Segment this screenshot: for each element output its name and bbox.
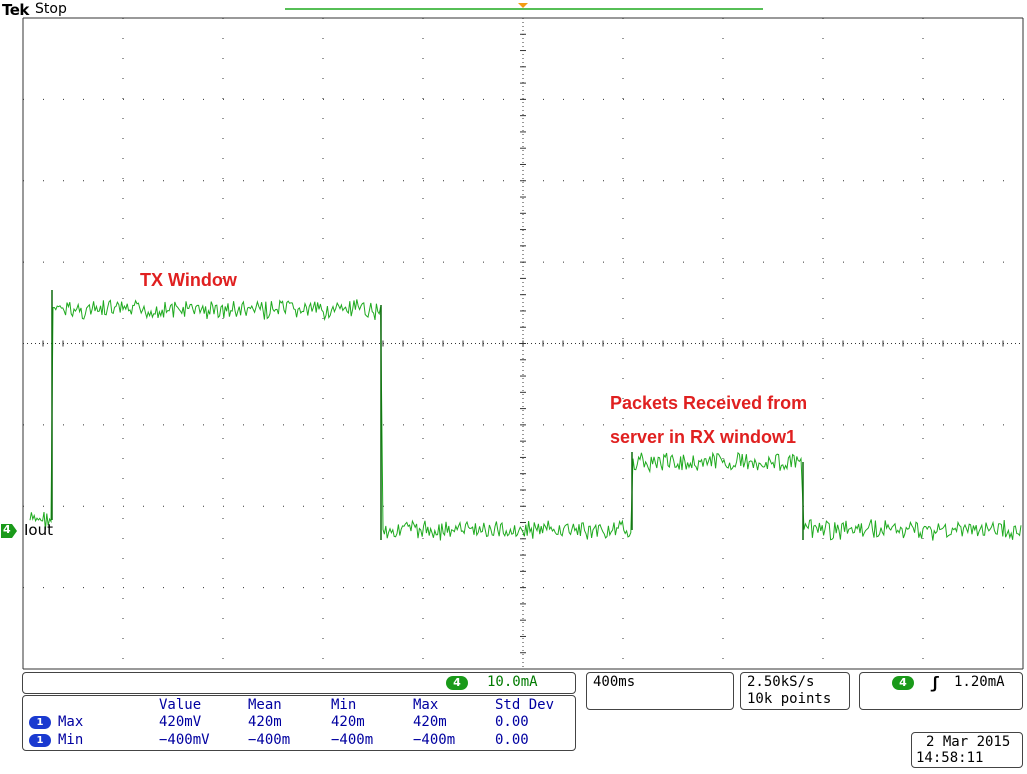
- trigger-level: 1.20mA: [954, 674, 1005, 690]
- acquisition-readout[interactable]: 2.50kS/s 10k points: [740, 672, 850, 710]
- channel-marker-icon: [1, 524, 17, 538]
- channel-label: Iout: [24, 521, 53, 539]
- meas-row-max: 420m: [413, 714, 447, 730]
- rising-edge-icon: ʃ: [930, 673, 940, 692]
- acquisition-status: Stop: [35, 1, 67, 17]
- channel-4-ground-marker[interactable]: 4: [0, 523, 18, 539]
- meas-row-stddev: 0.00: [495, 732, 529, 748]
- brand-label: Tek: [2, 1, 29, 19]
- date: 2 Mar 2015: [926, 734, 1011, 750]
- sample-rate: 2.50kS/s: [747, 674, 815, 690]
- waveform-trace-iout: [29, 290, 1022, 541]
- meas-header-stddev: Std Dev: [495, 697, 555, 713]
- date-time-readout: 2 Mar 2015 14:58:11: [911, 732, 1023, 768]
- meas-header-mean: Mean: [248, 697, 282, 713]
- trigger-position-marker: [518, 3, 528, 8]
- meas-header-min: Min: [331, 697, 357, 713]
- channel-badge: 4: [446, 676, 468, 690]
- meas-row-min: −400m: [331, 732, 374, 748]
- meas-row-min: 420m: [331, 714, 365, 730]
- meas-header-max: Max: [413, 697, 439, 713]
- trigger-source-badge: 4: [892, 676, 914, 690]
- record-length: 10k points: [747, 691, 832, 707]
- packets-annotation-line2: server in RX window1: [610, 427, 797, 447]
- meas-row-max: −400m: [413, 732, 456, 748]
- meas-row-name: Min: [58, 732, 84, 748]
- channel-marker-number: 4: [3, 523, 11, 536]
- meas-row-name: Max: [58, 714, 84, 730]
- channel-scale-readout[interactable]: 4 10.0mA: [22, 672, 576, 694]
- measurements-panel: Value Mean Min Max Std Dev 1 Max 420mV 4…: [22, 695, 576, 751]
- tx-window-annotation: TX Window: [140, 270, 237, 290]
- trigger-readout[interactable]: 4 ʃ 1.20mA: [859, 672, 1023, 710]
- meas-row-value: 420mV: [159, 714, 202, 730]
- meas-header-value: Value: [159, 697, 202, 713]
- meas-source-badge: 1: [29, 734, 51, 747]
- meas-row-stddev: 0.00: [495, 714, 529, 730]
- timebase-readout[interactable]: 400ms: [586, 672, 734, 710]
- time: 14:58:11: [916, 750, 984, 766]
- timebase-value: 400ms: [593, 674, 636, 690]
- packets-annotation-line1: Packets Received from: [610, 393, 808, 413]
- meas-row-mean: −400m: [248, 732, 291, 748]
- meas-source-badge: 1: [29, 716, 51, 729]
- graticule: [22, 17, 1024, 670]
- channel-scale-value: 10.0mA: [487, 674, 538, 690]
- meas-row-value: −400mV: [159, 732, 210, 748]
- meas-row-mean: 420m: [248, 714, 282, 730]
